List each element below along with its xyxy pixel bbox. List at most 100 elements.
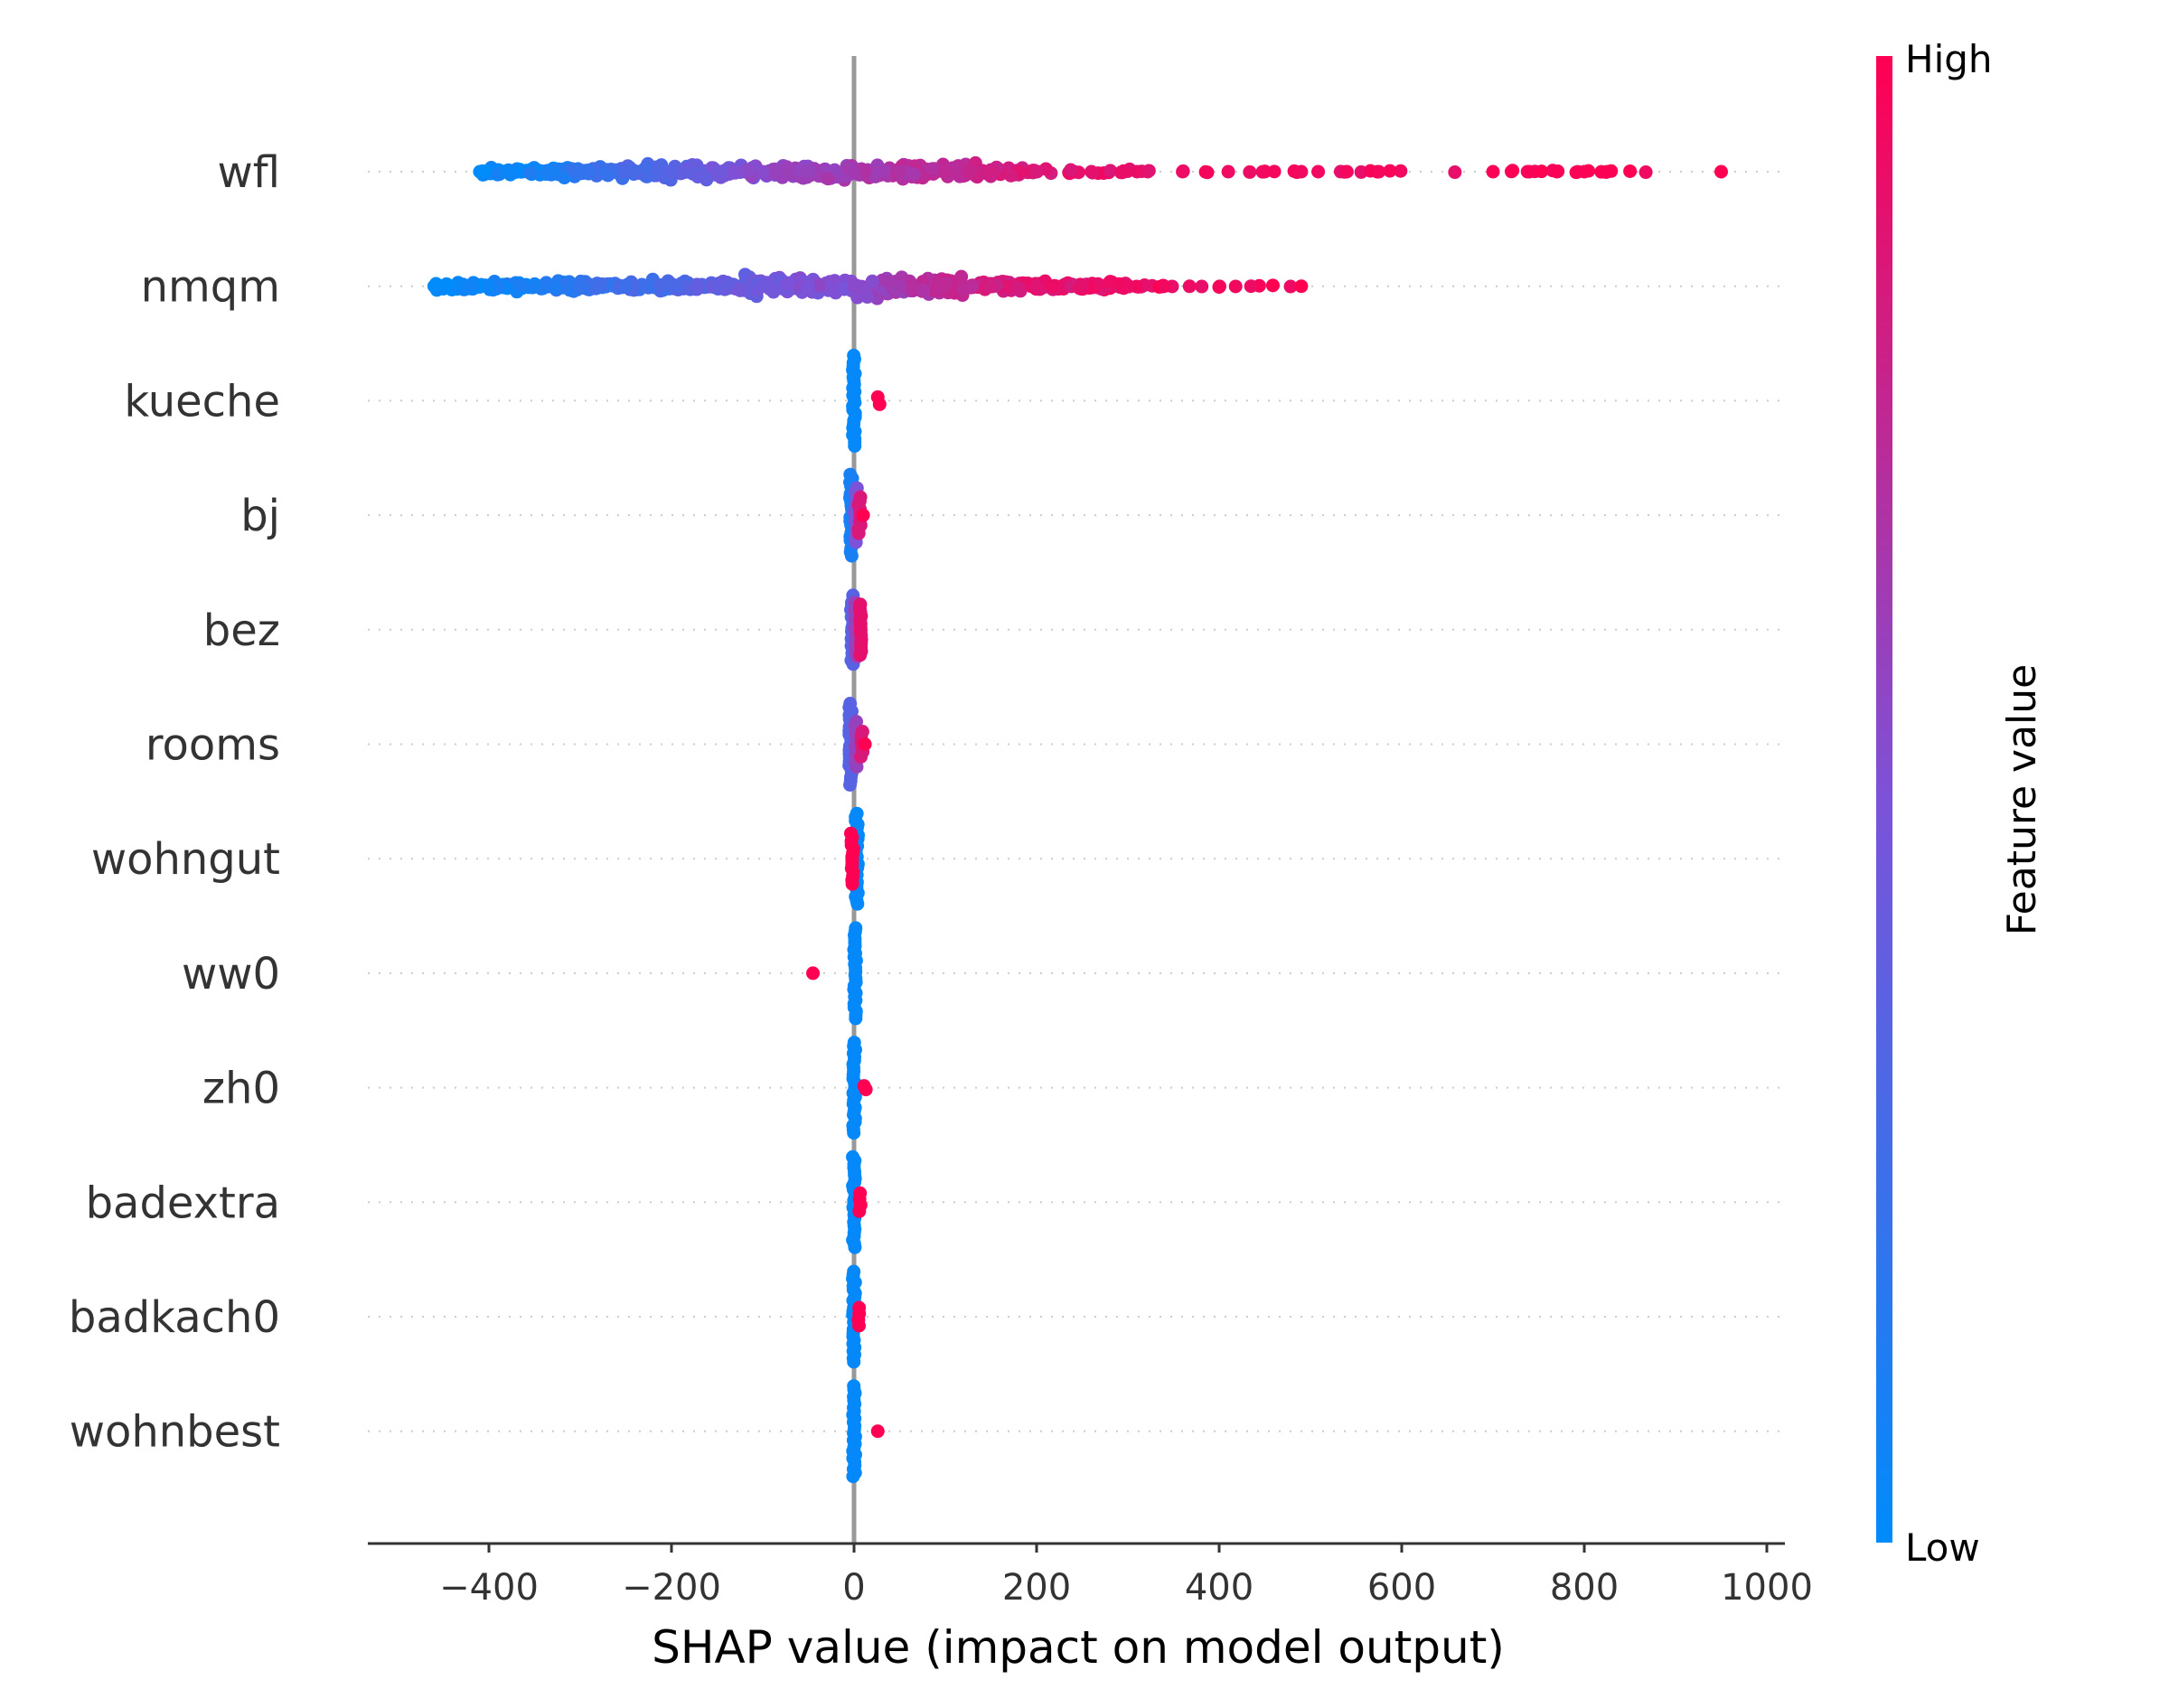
shap-point	[767, 166, 782, 181]
shap-point	[1294, 279, 1309, 294]
shap-point	[721, 277, 736, 291]
shap-point	[1486, 164, 1500, 179]
shap-point	[1064, 163, 1078, 177]
shap-point	[848, 1240, 862, 1254]
shap-point	[893, 164, 906, 179]
feature-label: bj	[240, 491, 280, 541]
shap-point	[1212, 280, 1226, 295]
shap-point	[513, 278, 528, 293]
shap-point	[844, 549, 859, 563]
shap-point	[843, 778, 858, 792]
shap-point	[664, 164, 679, 179]
shap-point	[756, 164, 770, 179]
shap-point	[588, 281, 603, 296]
feature-label: wfl	[218, 147, 281, 198]
beeswarm-points	[427, 155, 1728, 1484]
shap-point	[756, 279, 770, 294]
shap-point	[865, 274, 879, 288]
shap-point	[852, 1319, 867, 1333]
shap-point	[500, 164, 514, 179]
shap-point	[1258, 164, 1272, 179]
shap-point	[573, 279, 587, 294]
x-axis-title: SHAP value (impact on model output)	[652, 1621, 1505, 1674]
shap-point	[528, 279, 541, 294]
shap-point	[802, 279, 815, 294]
shap-point	[927, 162, 942, 176]
shap-point	[869, 165, 883, 180]
shap-point	[710, 164, 724, 179]
shap-point	[853, 648, 868, 662]
shap-point	[851, 526, 866, 540]
shap-point	[846, 1469, 860, 1484]
colorbar-title: Feature value	[1999, 664, 2045, 935]
shap-point	[690, 282, 704, 296]
shap-point	[1244, 279, 1258, 294]
feature-label: zh0	[202, 1064, 280, 1114]
shap-point	[653, 278, 668, 293]
shap-point	[1004, 168, 1019, 183]
shap-point	[1221, 164, 1235, 179]
shap-point	[1267, 164, 1282, 179]
shap-point	[906, 167, 921, 182]
shap-point	[848, 438, 862, 453]
shap-point	[878, 164, 893, 179]
shap-point	[882, 275, 897, 289]
shap-point	[938, 164, 953, 179]
shap-point	[1394, 164, 1408, 178]
shap-point	[427, 279, 441, 294]
shap-point	[1195, 279, 1209, 294]
x-tick-label: −200	[622, 1567, 721, 1609]
x-tick-label: 1000	[1721, 1567, 1813, 1609]
shap-point	[1243, 164, 1257, 179]
shap-point	[984, 164, 998, 179]
shap-point	[964, 279, 979, 294]
shap-point	[893, 279, 906, 294]
shap-point	[1121, 279, 1135, 294]
shap-point	[1182, 279, 1197, 294]
shap-point	[860, 290, 875, 305]
shap-point	[806, 966, 821, 981]
shap-point	[1294, 164, 1309, 179]
shap-point	[601, 168, 615, 183]
shap-point	[1130, 164, 1144, 179]
shap-point	[482, 279, 496, 294]
feature-label: rooms	[146, 720, 280, 771]
shap-point	[859, 164, 873, 178]
shap-point	[1550, 164, 1564, 179]
shap-point	[1265, 278, 1280, 293]
shap-point	[619, 164, 633, 179]
shap-point	[858, 737, 872, 751]
shap-point	[1115, 165, 1130, 180]
shap-point	[1228, 279, 1243, 294]
shap-point	[856, 508, 870, 522]
feature-label: nmqm	[141, 262, 280, 313]
shap-point	[938, 279, 953, 294]
shap-point	[1623, 164, 1638, 178]
shap-point	[493, 280, 507, 295]
shap-point	[1372, 164, 1386, 179]
shap-point	[821, 172, 835, 186]
shap-point	[906, 279, 921, 294]
feature-label: wohnbest	[70, 1407, 280, 1458]
x-tick-label: 200	[1002, 1567, 1071, 1609]
shap-point	[852, 1204, 867, 1218]
shap-point	[690, 170, 705, 184]
shap-point	[664, 279, 679, 294]
shap-point	[962, 165, 977, 180]
shap-point	[1448, 165, 1462, 180]
shap-point	[1600, 164, 1614, 179]
shap-point	[440, 277, 455, 292]
row-guides	[368, 171, 1785, 1432]
shap-point	[872, 397, 887, 411]
x-tick-label: −400	[439, 1567, 539, 1609]
shap-point	[548, 280, 562, 295]
shap-point	[619, 279, 633, 294]
x-tick-label: 800	[1550, 1567, 1619, 1609]
shap-point	[1029, 164, 1044, 179]
shap-point	[847, 164, 861, 179]
shap-point	[742, 163, 756, 177]
shap-point	[1029, 279, 1044, 294]
x-tick-label: 0	[842, 1567, 865, 1609]
shap-point	[1103, 275, 1117, 289]
feature-label: bez	[203, 605, 280, 656]
